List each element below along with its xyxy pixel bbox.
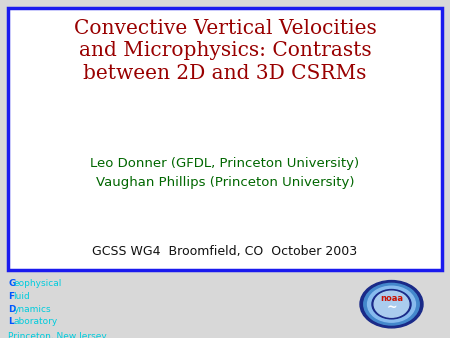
Circle shape — [374, 291, 409, 317]
Text: L: L — [8, 317, 14, 327]
Text: Princeton, New Jersey: Princeton, New Jersey — [8, 332, 107, 338]
Text: Convective Vertical Velocities
and Microphysics: Contrasts
between 2D and 3D CSR: Convective Vertical Velocities and Micro… — [74, 19, 376, 83]
Circle shape — [364, 283, 419, 325]
Text: GCSS WG4  Broomfield, CO  October 2003: GCSS WG4 Broomfield, CO October 2003 — [92, 245, 358, 258]
Text: Leo Donner (GFDL, Princeton University)
Vaughan Phillips (Princeton University): Leo Donner (GFDL, Princeton University) … — [90, 157, 360, 189]
Text: D: D — [8, 305, 16, 314]
Text: eophysical: eophysical — [14, 279, 62, 288]
Circle shape — [360, 281, 423, 328]
Text: ~: ~ — [386, 301, 397, 314]
Text: noaa: noaa — [380, 294, 403, 304]
Circle shape — [372, 290, 411, 319]
Text: luid: luid — [14, 292, 30, 301]
Text: ynamics: ynamics — [14, 305, 51, 314]
Text: G: G — [8, 279, 15, 288]
Text: F: F — [8, 292, 14, 301]
Text: aboratory: aboratory — [14, 317, 58, 327]
Circle shape — [368, 286, 415, 322]
FancyBboxPatch shape — [8, 8, 442, 270]
